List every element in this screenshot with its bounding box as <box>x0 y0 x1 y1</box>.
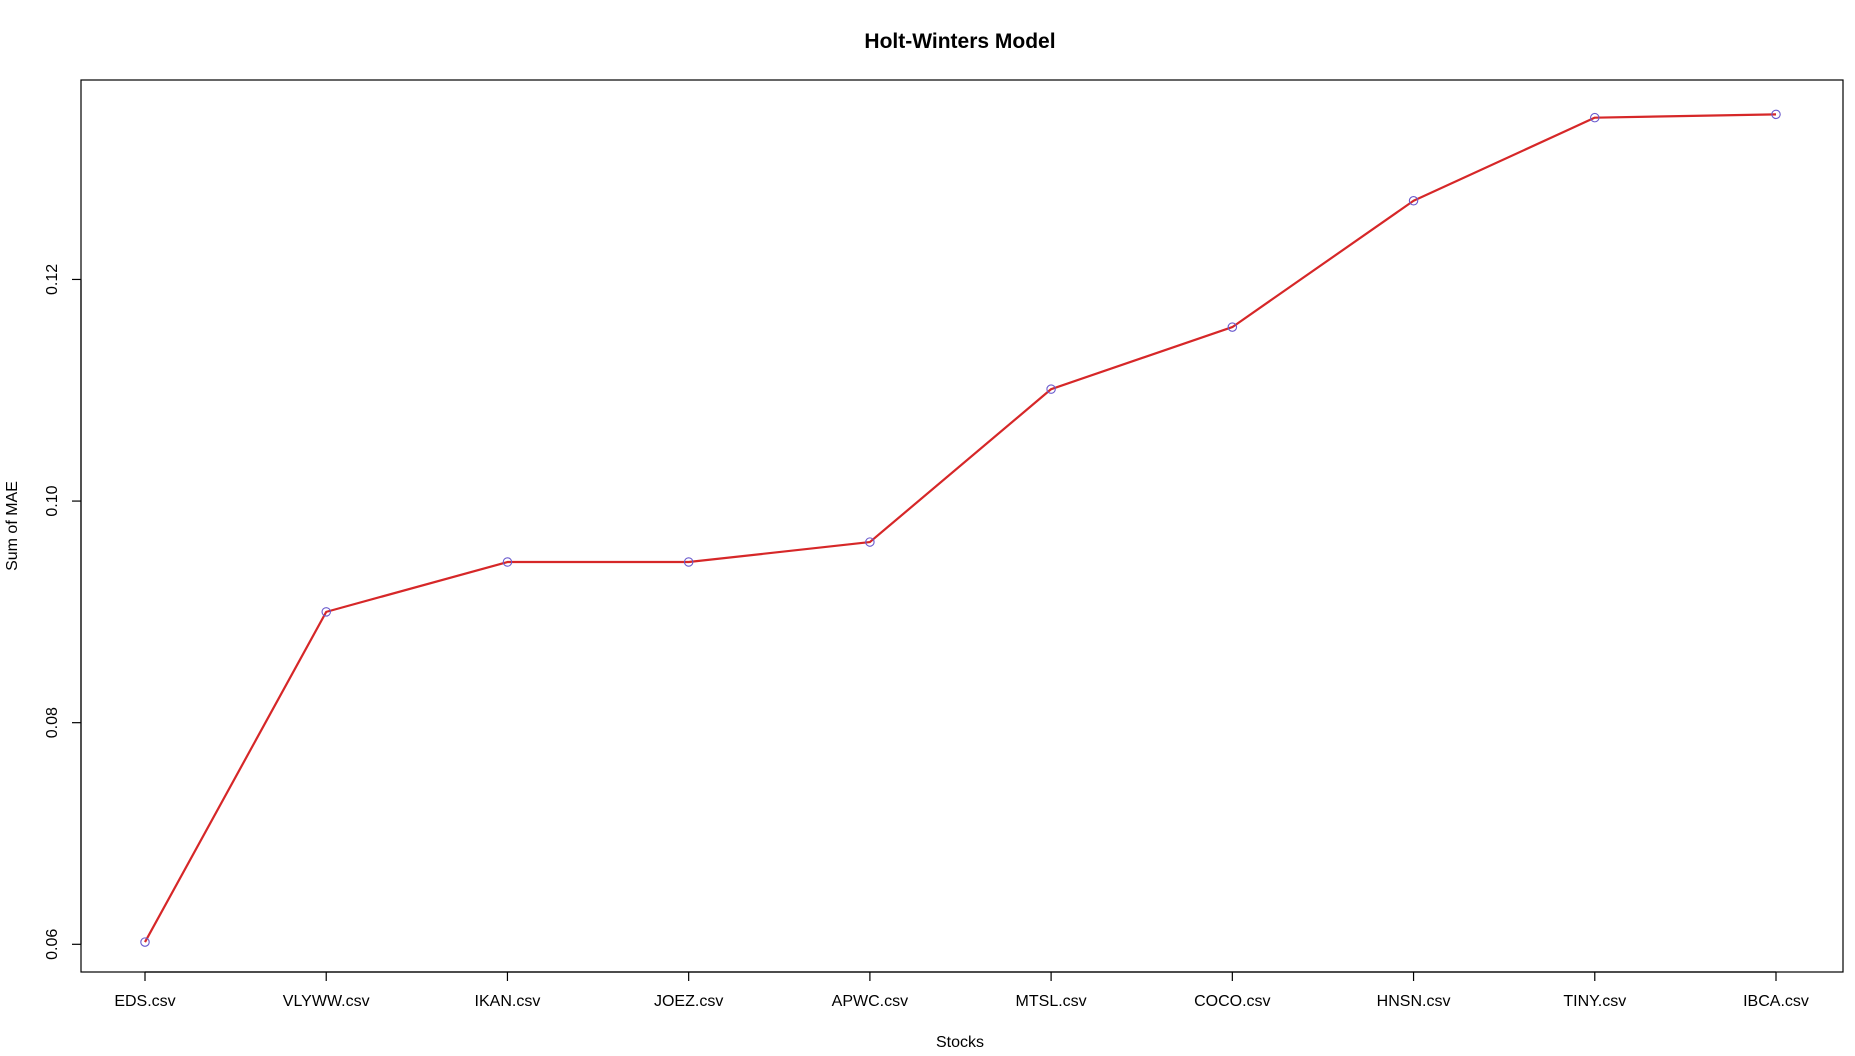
data-point <box>1408 196 1419 206</box>
x-tick-label: IBCA.csv <box>1743 993 1809 1010</box>
series-line <box>144 113 1777 943</box>
y-axis-label: Sum of MAE <box>4 481 21 571</box>
y-tick-label: 0.06 <box>44 929 61 960</box>
x-tick-label: VLYWW.csv <box>283 993 370 1010</box>
x-tick-label: COCO.csv <box>1194 993 1270 1010</box>
x-axis-label: Stocks <box>936 1034 984 1051</box>
y-axis: 0.06 0.08 0.10 0.12 <box>44 264 82 960</box>
x-tick-label: MTSL.csv <box>1016 993 1087 1010</box>
data-point <box>1771 109 1781 120</box>
x-tick-label: EDS.csv <box>114 993 175 1010</box>
data-point <box>1046 384 1056 394</box>
y-tick-label: 0.08 <box>44 707 61 738</box>
series-layer <box>140 109 1781 947</box>
x-tick-label: HNSN.csv <box>1377 993 1451 1010</box>
x-tick-label: TINY.csv <box>1563 993 1626 1010</box>
data-point <box>683 557 694 567</box>
data-point <box>1227 322 1238 332</box>
data-point <box>502 557 513 567</box>
x-axis: EDS.csv VLYWW.csv IKAN.csv JOEZ.csv APWC.csv… <box>114 971 1809 1010</box>
x-tick-label: JOEZ.csv <box>654 993 723 1010</box>
data-point <box>1590 112 1600 123</box>
x-tick-label: IKAN.csv <box>475 993 541 1010</box>
data-point <box>321 607 331 617</box>
x-tick-label: APWC.csv <box>832 993 908 1010</box>
plot-frame <box>80 79 1844 973</box>
data-point <box>140 937 150 947</box>
data-point <box>865 537 875 547</box>
y-tick-label: 0.12 <box>44 264 61 295</box>
chart-title: Holt-Winters Model <box>864 30 1055 53</box>
y-tick-label: 0.10 <box>44 485 61 516</box>
